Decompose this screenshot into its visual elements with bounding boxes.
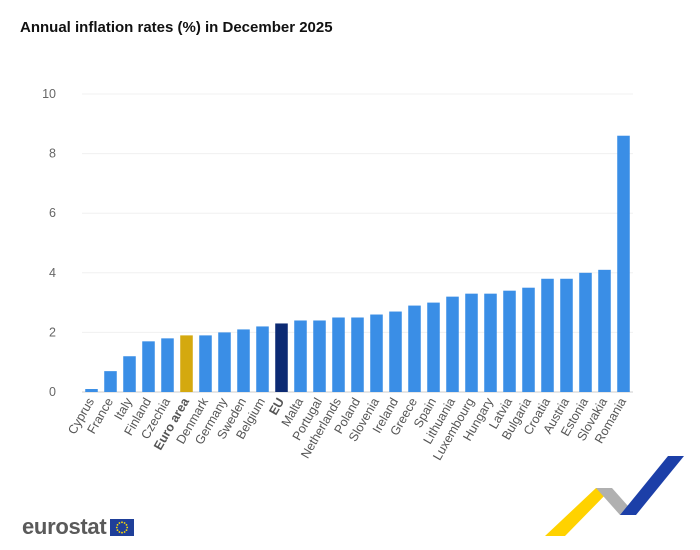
- bar[interactable]: [332, 317, 345, 393]
- eurostat-logo: eurostat: [22, 514, 135, 540]
- bar[interactable]: [617, 135, 630, 392]
- bar[interactable]: [465, 293, 478, 392]
- bar[interactable]: [275, 323, 288, 392]
- y-tick-label: 6: [49, 206, 56, 220]
- bar[interactable]: [256, 326, 269, 392]
- y-axis-ticks: 0 2 4 6 8 10: [42, 87, 56, 399]
- bar[interactable]: [218, 332, 231, 392]
- y-tick-label: 10: [42, 87, 56, 101]
- bar[interactable]: [408, 305, 421, 392]
- y-tick-label: 2: [49, 325, 56, 339]
- bar[interactable]: [85, 389, 98, 392]
- bar[interactable]: [560, 278, 573, 392]
- bar[interactable]: [427, 302, 440, 392]
- bar[interactable]: [522, 287, 535, 392]
- bar[interactable]: [541, 278, 554, 392]
- bar[interactable]: [389, 311, 402, 392]
- bar[interactable]: [446, 296, 459, 392]
- y-tick-label: 0: [49, 385, 56, 399]
- bar[interactable]: [161, 338, 174, 392]
- y-tick-label: 8: [49, 147, 56, 161]
- bar[interactable]: [313, 320, 326, 392]
- y-tick-label: 4: [49, 266, 56, 280]
- bar[interactable]: [351, 317, 364, 393]
- chart-title: Annual inflation rates (%) in December 2…: [20, 19, 333, 36]
- eu-flag-icon: [110, 518, 135, 536]
- bar[interactable]: [370, 314, 383, 392]
- bar[interactable]: [123, 356, 136, 392]
- eurostat-wordmark: eurostat: [22, 514, 107, 539]
- bar[interactable]: [484, 293, 497, 392]
- bars: [85, 135, 630, 393]
- bar[interactable]: [180, 335, 193, 392]
- swoosh-blue: [620, 456, 684, 515]
- bar[interactable]: [598, 269, 611, 392]
- bar[interactable]: [104, 371, 117, 392]
- bar[interactable]: [294, 320, 307, 392]
- bar[interactable]: [237, 329, 250, 392]
- bar[interactable]: [503, 290, 516, 392]
- bar[interactable]: [199, 335, 212, 392]
- bar[interactable]: [579, 272, 592, 392]
- bar[interactable]: [142, 341, 155, 392]
- swoosh-yellow: [545, 488, 612, 536]
